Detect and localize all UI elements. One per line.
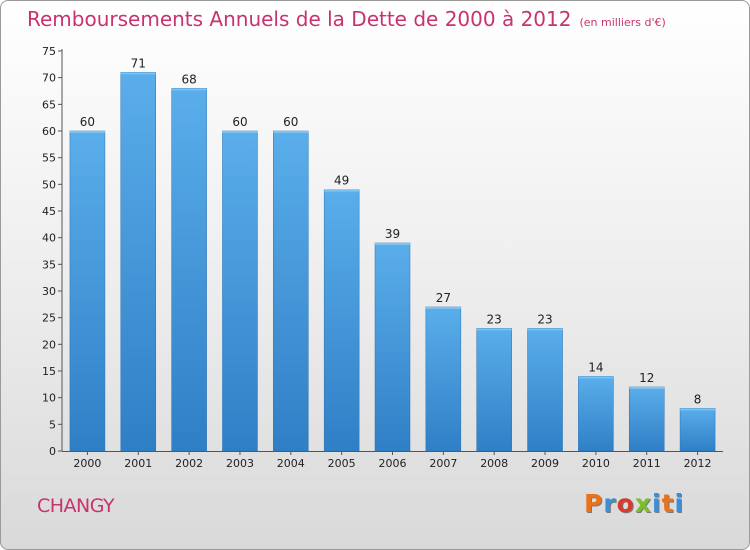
- bar: [323, 189, 360, 452]
- x-tick-label: 2002: [175, 457, 203, 470]
- x-tick-label: 2011: [633, 457, 661, 470]
- data-label: 14: [588, 360, 603, 374]
- bar: [425, 306, 462, 452]
- bar-highlight: [629, 387, 665, 389]
- y-tick-label: 60: [42, 125, 56, 138]
- y-tick-label: 50: [42, 178, 56, 191]
- data-label: 68: [181, 72, 196, 86]
- x-tick-label: 2010: [582, 457, 610, 470]
- bar: [476, 328, 512, 452]
- data-label: 49: [334, 174, 349, 188]
- x-tick-label: 2012: [684, 457, 712, 470]
- bar: [222, 130, 258, 452]
- bar: [527, 328, 563, 452]
- y-tick-label: 55: [42, 152, 56, 165]
- x-tick-label: 2007: [429, 457, 457, 470]
- logo-letter: P: [584, 489, 604, 518]
- bar-highlight: [680, 408, 716, 411]
- bar-highlight: [578, 376, 614, 379]
- y-tick-label: 45: [42, 205, 56, 218]
- bar-highlight: [324, 189, 360, 192]
- bar-highlight: [222, 131, 258, 133]
- data-label: 39: [385, 227, 400, 241]
- y-tick-label: 20: [42, 338, 56, 351]
- y-tick-label: 70: [42, 72, 56, 85]
- x-tick-label: 2006: [379, 457, 407, 470]
- logo-letter: t: [661, 489, 675, 518]
- y-tick-label: 35: [42, 258, 56, 271]
- bar-highlight: [273, 131, 309, 133]
- bar-highlight: [171, 88, 207, 91]
- data-label: 23: [537, 312, 552, 326]
- logo-letter: x: [634, 489, 652, 518]
- x-tick-label: 2009: [531, 457, 559, 470]
- chart-title: Remboursements Annuels de la Dette de 20…: [27, 7, 666, 31]
- bar-highlight: [476, 328, 512, 331]
- x-tick-label: 2003: [226, 457, 254, 470]
- bar-highlight: [375, 243, 410, 245]
- bar-highlight: [120, 72, 156, 75]
- data-label: 60: [283, 115, 298, 129]
- chart-subtitle: (en milliers d'€): [579, 16, 666, 29]
- logo-letter: o: [616, 489, 635, 518]
- chart-title-main: Remboursements Annuels de la Dette de 20…: [27, 7, 572, 31]
- data-label: 60: [232, 115, 247, 129]
- bar: [120, 72, 157, 452]
- logo-letter: i: [674, 489, 685, 518]
- y-tick-label: 65: [42, 98, 56, 111]
- y-tick-label: 40: [42, 232, 56, 245]
- data-label: 27: [436, 291, 451, 305]
- bar: [374, 242, 411, 452]
- y-tick-label: 15: [42, 365, 56, 378]
- chart-labels: 60 2000 71 2001 68 2002 60 2003 60 2004 49 2005 39 20…: [73, 56, 711, 470]
- bar-highlight: [69, 131, 105, 133]
- proxiti-logo: Proxiti: [584, 489, 684, 518]
- bar: [679, 408, 716, 452]
- commune-name: CHANGY: [37, 495, 115, 517]
- bar: [273, 130, 309, 452]
- x-tick-label: 2000: [73, 457, 101, 470]
- x-tick-label: 2005: [328, 457, 356, 470]
- data-label: 12: [639, 371, 654, 385]
- data-label: 23: [487, 312, 502, 326]
- data-label: 60: [80, 115, 95, 129]
- bar: [628, 386, 665, 452]
- chart-bars: [69, 72, 716, 452]
- bar: [578, 376, 614, 452]
- logo-letter: r: [603, 489, 617, 518]
- bar-highlight: [527, 328, 563, 331]
- data-label: 71: [131, 56, 146, 70]
- bar-highlight: [425, 307, 461, 309]
- y-tick-label: 0: [49, 445, 56, 458]
- bar: [69, 130, 106, 452]
- y-tick-label: 75: [42, 45, 56, 58]
- y-tick-label: 25: [42, 312, 56, 325]
- logo-letter: i: [652, 489, 662, 518]
- y-tick-label: 30: [42, 285, 56, 298]
- bar: [171, 88, 207, 452]
- x-tick-label: 2008: [480, 457, 508, 470]
- data-label: 8: [694, 392, 702, 406]
- x-tick-label: 2004: [277, 457, 305, 470]
- x-tick-label: 2001: [124, 457, 152, 470]
- y-tick-label: 5: [49, 418, 56, 431]
- y-tick-label: 10: [42, 392, 56, 405]
- chart-axes: 0 5 10 15 20 25 30 35 40 45 50 55 60 65 70 75: [42, 45, 723, 458]
